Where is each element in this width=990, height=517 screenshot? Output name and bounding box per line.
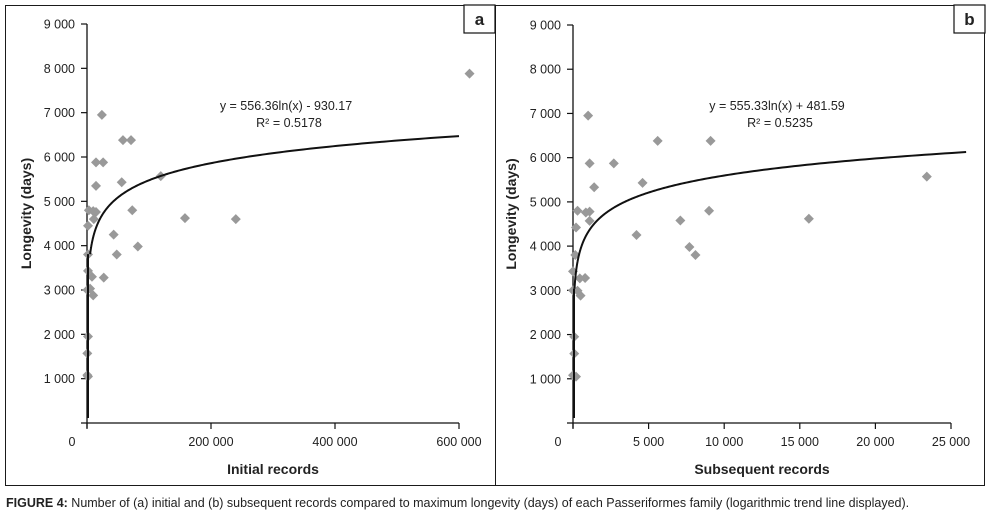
data-point <box>127 205 138 216</box>
data-point <box>652 135 663 146</box>
x-axis-title: Subsequent records <box>694 461 830 477</box>
data-point <box>82 220 93 231</box>
data-point <box>637 177 648 188</box>
panel-letter: b <box>964 10 974 29</box>
y-tick-label: 3 000 <box>530 284 561 298</box>
y-tick-label: 1 000 <box>44 372 75 386</box>
data-point <box>583 110 594 121</box>
caption-text: Number of (a) initial and (b) subsequent… <box>67 496 910 510</box>
y-tick-label: 6 000 <box>530 151 561 165</box>
x-tick-label: 0 <box>69 435 76 449</box>
panel-divider <box>495 5 496 486</box>
data-point <box>675 215 686 226</box>
x-tick-label: 20 000 <box>856 435 894 449</box>
caption-label: FIGURE 4: <box>6 496 68 510</box>
x-tick-label: 0 <box>555 435 562 449</box>
data-point <box>631 230 642 241</box>
y-tick-label: 7 000 <box>530 107 561 121</box>
data-point <box>684 241 695 252</box>
y-tick-label: 8 000 <box>530 63 561 77</box>
panel-letter: a <box>475 10 485 29</box>
data-point <box>584 215 595 226</box>
panel-b-chart: 1 000 2 000 3 000 4 000 5 000 6 000 7 000 8 000… <box>503 4 986 477</box>
figure-charts: 1 000 2 000 3 000 4 000 5 000 6 000 7 000 8 000… <box>18 4 986 477</box>
data-point <box>98 157 109 168</box>
data-point <box>179 213 190 224</box>
data-point <box>111 249 122 260</box>
y-tick-label: 3 000 <box>44 284 75 298</box>
y-tick-label: 5 000 <box>530 195 561 209</box>
data-point <box>705 135 716 146</box>
trendline <box>573 151 967 289</box>
data-point <box>584 206 595 217</box>
y-axis-title: Longevity (days) <box>18 158 34 269</box>
y-axis-title: Longevity (days) <box>503 158 519 269</box>
data-point <box>570 249 581 260</box>
data-point <box>230 214 241 225</box>
panel-letter-box <box>463 4 496 34</box>
trendline <box>89 135 460 255</box>
x-tick-label: 15 000 <box>781 435 819 449</box>
data-point <box>98 272 109 283</box>
x-tick-label: 600 000 <box>436 435 481 449</box>
panel-a-chart: 1 000 2 000 3 000 4 000 5 000 6 000 7 000 8 000… <box>18 4 496 477</box>
x-tick-label: 200 000 <box>188 435 233 449</box>
x-tick-label: 10 000 <box>705 435 743 449</box>
data-point <box>88 214 99 225</box>
data-point <box>108 229 119 240</box>
y-tick-label: 8 000 <box>44 62 75 76</box>
data-point <box>88 290 99 301</box>
trendline-equation: y = 556.36ln(x) - 930.17 <box>220 99 352 113</box>
x-tick-label: 400 000 <box>312 435 357 449</box>
y-tick-label: 4 000 <box>44 239 75 253</box>
y-tick-label: 5 000 <box>44 195 75 209</box>
x-tick-label: 5 000 <box>633 435 664 449</box>
y-tick-label: 9 000 <box>530 19 561 33</box>
data-point <box>921 171 932 182</box>
figure-caption: FIGURE 4: Number of (a) initial and (b) … <box>6 496 909 510</box>
data-point <box>90 180 101 191</box>
trendline-r2: R² = 0.5235 <box>747 116 813 130</box>
data-point <box>96 109 107 120</box>
data-point <box>589 182 600 193</box>
data-point <box>126 135 137 146</box>
data-point <box>704 205 715 216</box>
trendline-equation: y = 555.33ln(x) + 481.59 <box>709 99 845 113</box>
y-tick-label: 6 000 <box>44 151 75 165</box>
y-tick-label: 7 000 <box>44 106 75 120</box>
x-tick-label: 25 000 <box>932 435 970 449</box>
data-point <box>584 158 595 169</box>
y-tick-label: 2 000 <box>530 328 561 342</box>
data-point <box>132 241 143 252</box>
panel-letter-box <box>953 4 986 34</box>
data-point <box>116 177 127 188</box>
data-point <box>690 249 701 260</box>
data-point <box>464 68 475 79</box>
data-point <box>608 158 619 169</box>
data-point <box>575 290 586 301</box>
data-point <box>90 157 101 168</box>
y-tick-label: 9 000 <box>44 18 75 32</box>
data-point <box>803 213 814 224</box>
data-point <box>580 272 591 283</box>
data-point <box>572 205 583 216</box>
data-point <box>86 271 97 282</box>
x-axis-title: Initial records <box>227 461 319 477</box>
data-point <box>117 135 128 146</box>
data-point <box>571 222 582 233</box>
y-tick-label: 2 000 <box>44 328 75 342</box>
y-tick-label: 4 000 <box>530 240 561 254</box>
y-tick-label: 1 000 <box>530 372 561 386</box>
trendline-r2: R² = 0.5178 <box>256 116 322 130</box>
